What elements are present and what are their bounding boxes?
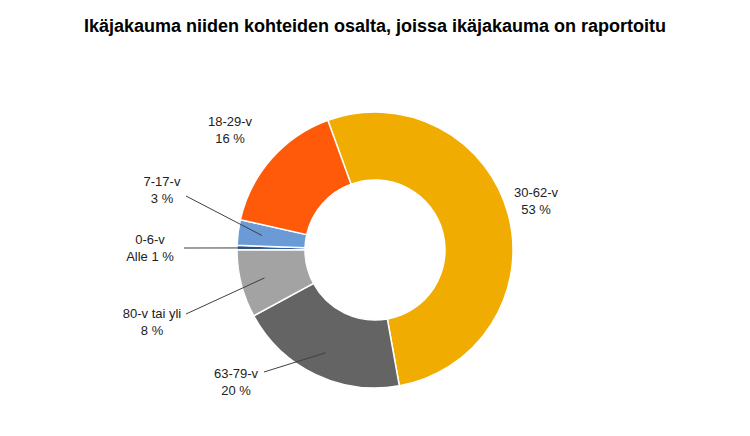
category-label: 80-v tai yli <box>123 306 182 321</box>
leader-line <box>186 278 264 314</box>
labels: 30-62-v 53 % 63-79-v 20 % 80-v tai yli 8 % 0-6… <box>123 114 559 398</box>
value-label: 8 % <box>141 323 164 338</box>
leader-line <box>264 353 326 372</box>
category-label: 0-6-v <box>135 232 165 247</box>
value-label: 3 % <box>151 191 174 206</box>
category-label: 63-79-v <box>214 366 259 381</box>
value-label: Alle 1 % <box>126 249 174 264</box>
category-label: 7-17-v <box>144 174 181 189</box>
value-label: 16 % <box>215 131 245 146</box>
chart: 30-62-v 53 % 63-79-v 20 % 80-v tai yli 8 % 0-6… <box>0 0 750 436</box>
slices <box>237 112 513 388</box>
slice <box>240 120 351 234</box>
value-label: 20 % <box>221 383 251 398</box>
slice <box>237 250 313 316</box>
category-label: 18-29-v <box>208 114 253 129</box>
leader-line <box>184 247 261 248</box>
value-label: 53 % <box>521 202 551 217</box>
leader-line <box>186 196 262 235</box>
category-label: 30-62-v <box>514 185 559 200</box>
title: Ikäjakauma niiden kohteiden osalta, jois… <box>65 14 685 38</box>
